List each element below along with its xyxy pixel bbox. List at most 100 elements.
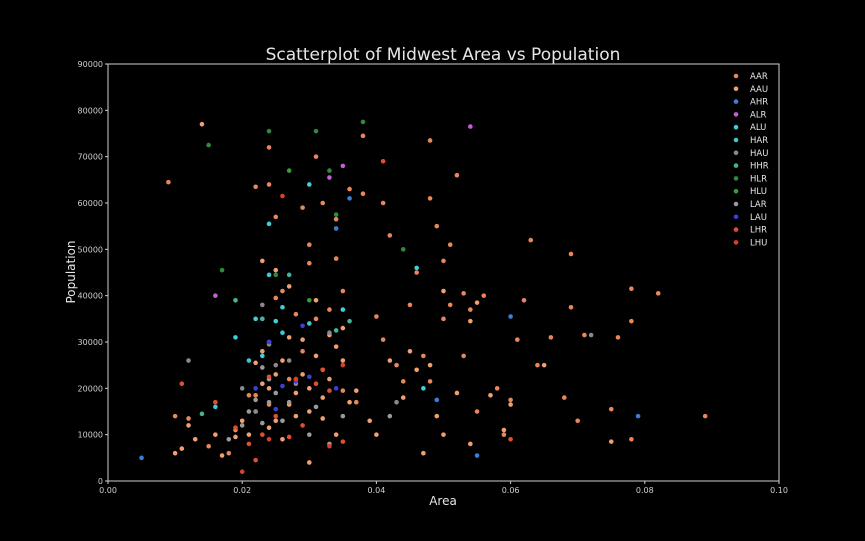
point-ahr <box>474 453 480 458</box>
y-tick-label: 20000 <box>78 384 103 393</box>
legend-marker <box>733 86 739 92</box>
data-points <box>139 119 708 475</box>
plot-frame <box>107 63 780 482</box>
point-aau <box>273 267 279 273</box>
legend-label: ALU <box>750 123 766 133</box>
point-lar <box>226 437 232 442</box>
point-aau <box>280 437 285 442</box>
point-aar <box>427 196 433 201</box>
point-aar <box>528 237 534 243</box>
x-tick-label: 0.08 <box>636 486 654 495</box>
point-aau <box>434 413 440 419</box>
point-lhr <box>179 381 185 387</box>
point-aau <box>441 288 446 294</box>
point-alr <box>213 293 218 298</box>
point-hlr <box>266 128 272 134</box>
point-aau <box>353 388 359 393</box>
point-aau <box>347 399 352 405</box>
point-hhr <box>333 328 339 333</box>
point-hau <box>273 362 279 368</box>
point-aar <box>360 133 366 139</box>
point-alu <box>307 182 312 187</box>
y-tick-label: 0 <box>98 477 103 486</box>
legend-label: LAU <box>750 213 767 223</box>
point-hau <box>286 358 292 363</box>
point-hau <box>394 399 399 405</box>
point-lhr <box>340 439 346 444</box>
point-aau <box>468 441 473 447</box>
point-aau <box>273 418 279 424</box>
point-lhr <box>380 159 386 164</box>
y-tick-label: 50000 <box>78 245 103 254</box>
point-aar <box>394 362 399 368</box>
point-aau <box>608 439 614 444</box>
point-lhu <box>280 193 285 199</box>
point-ahr <box>635 413 641 419</box>
point-alu <box>414 265 419 271</box>
point-lau <box>253 386 258 391</box>
point-lhu <box>266 437 272 442</box>
point-lhr <box>508 437 513 442</box>
point-alu <box>260 353 265 359</box>
point-lhr <box>233 425 238 431</box>
point-lhu <box>293 376 299 382</box>
point-lhr <box>213 399 218 405</box>
point-har <box>280 330 285 336</box>
point-aau <box>307 409 312 414</box>
point-aau <box>501 427 507 433</box>
point-aau <box>192 437 198 442</box>
point-aau <box>313 298 319 303</box>
point-aau <box>327 376 332 382</box>
point-ahr <box>508 314 513 319</box>
point-aar <box>655 291 661 296</box>
point-hau <box>239 386 245 391</box>
point-aar <box>166 179 171 185</box>
point-aar <box>407 302 413 308</box>
point-aau <box>280 358 285 363</box>
legend-marker <box>733 112 739 117</box>
x-tick-label: 0.02 <box>233 486 251 495</box>
point-aau <box>286 335 292 340</box>
y-tick-label: 90000 <box>78 60 103 69</box>
point-lhr <box>246 441 252 447</box>
legend-label: AHR <box>750 98 768 108</box>
point-aar <box>481 293 487 298</box>
point-aar <box>548 335 554 340</box>
point-aar <box>515 337 520 342</box>
point-aau <box>213 432 218 437</box>
point-aau <box>374 432 379 437</box>
point-aau <box>407 348 413 354</box>
legend-label: HAU <box>750 149 768 159</box>
point-lar <box>313 404 319 410</box>
point-aar <box>535 362 540 368</box>
point-aar <box>186 416 191 421</box>
point-har <box>266 272 272 278</box>
point-aau <box>273 372 279 377</box>
point-aau <box>441 432 446 437</box>
point-aar <box>434 223 440 229</box>
legend-label: HHR <box>750 162 769 172</box>
point-ahr <box>139 455 144 461</box>
point-aar <box>387 233 393 238</box>
point-aau <box>414 367 419 373</box>
point-aar <box>427 138 433 143</box>
point-aau <box>333 432 339 437</box>
point-har <box>307 321 312 326</box>
point-aar <box>333 216 339 222</box>
legend-marker <box>733 201 739 207</box>
point-hlr <box>219 267 225 273</box>
point-aau <box>307 386 312 391</box>
point-aar <box>629 437 634 442</box>
point-aar <box>300 205 305 210</box>
y-tick-label: 80000 <box>78 106 103 115</box>
legend-label: ALR <box>750 110 767 120</box>
point-lhu <box>340 362 346 368</box>
point-aar <box>461 291 466 296</box>
point-aar <box>286 376 292 382</box>
point-aar <box>380 337 386 342</box>
y-tick-label: 40000 <box>78 292 103 301</box>
point-aar <box>461 353 466 359</box>
point-aar <box>293 311 299 317</box>
point-lar <box>286 399 292 405</box>
